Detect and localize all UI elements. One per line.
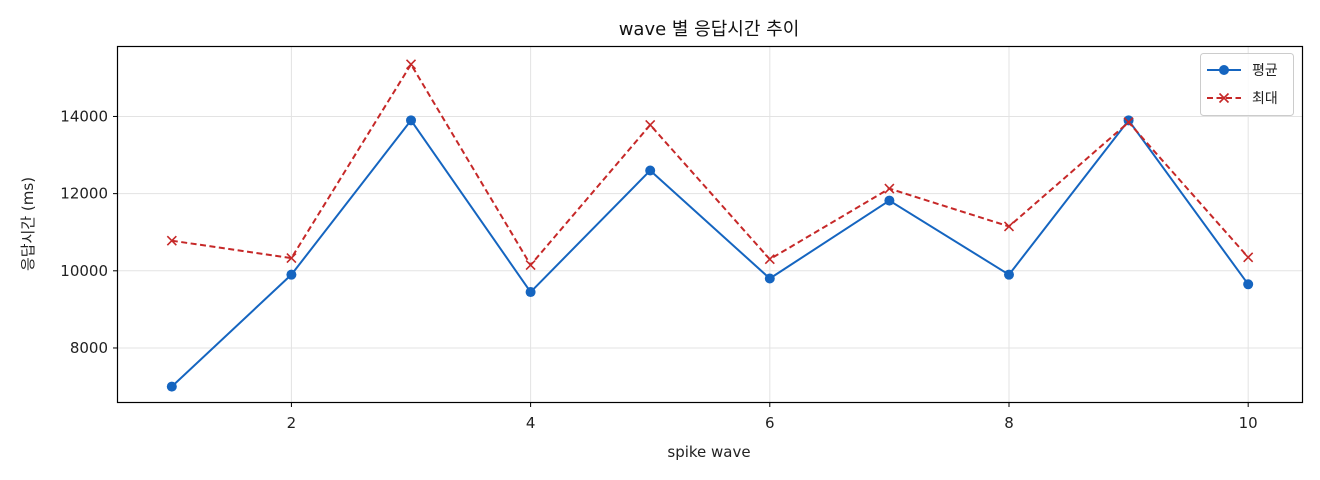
data-point <box>286 269 297 280</box>
data-point <box>405 59 417 70</box>
chart-title: wave 별 응답시간 추이 <box>619 19 800 40</box>
data-point <box>1243 252 1254 263</box>
x-axis-title: spike wave <box>667 443 750 461</box>
y-tick-label: 12000 <box>60 185 108 203</box>
series-line <box>171 119 1249 388</box>
legend-box <box>1200 53 1294 116</box>
legend-entry: 최대 <box>1207 91 1278 107</box>
x-tick-label: 4 <box>526 414 536 432</box>
plot-area-frame <box>116 45 1304 404</box>
grid-lines <box>118 47 1302 402</box>
legend-entry: 평균 <box>1207 63 1278 79</box>
y-tick-label: 8000 <box>70 339 108 357</box>
data-point <box>1123 115 1134 126</box>
data-point <box>1123 117 1134 128</box>
legend-label: 최대 <box>1252 91 1278 107</box>
series-line <box>171 63 1249 267</box>
data-point <box>764 273 775 284</box>
data-point <box>286 253 297 264</box>
data-point <box>1003 221 1015 232</box>
data-point <box>764 254 775 265</box>
data-point <box>884 195 895 206</box>
data-point <box>406 115 417 126</box>
y-tick-label: 10000 <box>60 262 108 280</box>
x-tick-label: 10 <box>1239 414 1258 432</box>
data-point <box>1243 279 1254 290</box>
y-axis-title: 응답시간 (ms) <box>19 177 37 271</box>
y-tick-label: 14000 <box>60 107 108 125</box>
data-point <box>525 259 536 271</box>
x-tick-label: 2 <box>287 414 297 432</box>
x-axis-ticks: 2 4 6 8 10 <box>287 402 1258 432</box>
legend-marker <box>1219 65 1229 75</box>
data-point <box>166 381 177 392</box>
data-point <box>645 119 656 131</box>
data-point <box>166 235 177 246</box>
series-layer <box>166 59 1254 392</box>
y-axis-ticks: 8000 10000 12000 14000 <box>60 107 118 357</box>
x-tick-label: 6 <box>765 414 775 432</box>
data-point <box>1003 269 1014 280</box>
x-tick-label: 8 <box>1004 414 1014 432</box>
series-max <box>166 59 1254 271</box>
data-point <box>884 183 895 194</box>
data-point <box>525 287 536 298</box>
legend-label: 평균 <box>1252 63 1278 79</box>
series-avg <box>166 115 1254 392</box>
data-point <box>645 165 656 176</box>
legend-marker <box>1218 92 1230 104</box>
